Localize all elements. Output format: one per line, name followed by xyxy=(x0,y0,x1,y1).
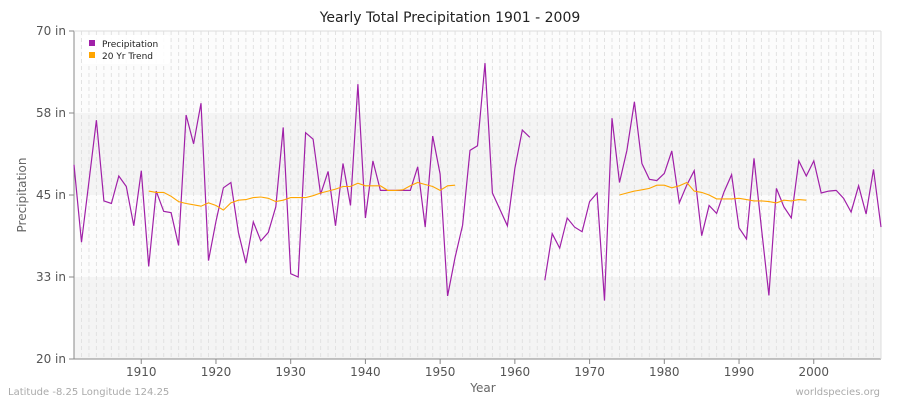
y-tick-label: 70 in xyxy=(36,24,66,38)
legend-label-trend: 20 Yr Trend xyxy=(102,52,153,62)
y-tick-label: 45 in xyxy=(36,188,66,202)
legend-swatch-trend xyxy=(89,52,95,58)
trend-line xyxy=(619,181,807,204)
x-tick-label: 1990 xyxy=(724,365,755,379)
x-tick-label: 1940 xyxy=(350,365,381,379)
y-tick-label: 58 in xyxy=(36,106,66,120)
trend-line xyxy=(148,181,456,211)
x-axis-label: Year xyxy=(469,381,495,395)
chart-title: Yearly Total Precipitation 1901 - 2009 xyxy=(319,10,581,26)
location-label: Latitude -8.25 Longitude 124.25 xyxy=(8,387,169,398)
x-tick-label: 1960 xyxy=(500,365,531,379)
legend-swatch-precipitation xyxy=(89,40,95,46)
legend-label-precipitation: Precipitation xyxy=(102,40,158,50)
x-tick-label: 1980 xyxy=(649,365,680,379)
precipitation-line xyxy=(73,63,531,297)
legend-box xyxy=(82,35,170,64)
x-tick-label: 1930 xyxy=(275,365,306,379)
y-tick-label: 33 in xyxy=(36,270,66,284)
precipitation-line xyxy=(544,101,882,301)
x-tick-label: 1970 xyxy=(574,365,605,379)
watermark: worldspecies.org xyxy=(796,387,880,398)
y-axis-label: Precipitation xyxy=(15,157,29,232)
grid-band xyxy=(74,31,881,113)
legend: Precipitation 20 Yr Trend xyxy=(82,35,170,64)
x-tick-label: 1910 xyxy=(126,365,157,379)
y-tick-label: 20 in xyxy=(36,352,66,366)
x-tick-label: 1950 xyxy=(425,365,456,379)
x-tick-label: 1920 xyxy=(201,365,232,379)
x-tick-label: 2000 xyxy=(798,365,829,379)
